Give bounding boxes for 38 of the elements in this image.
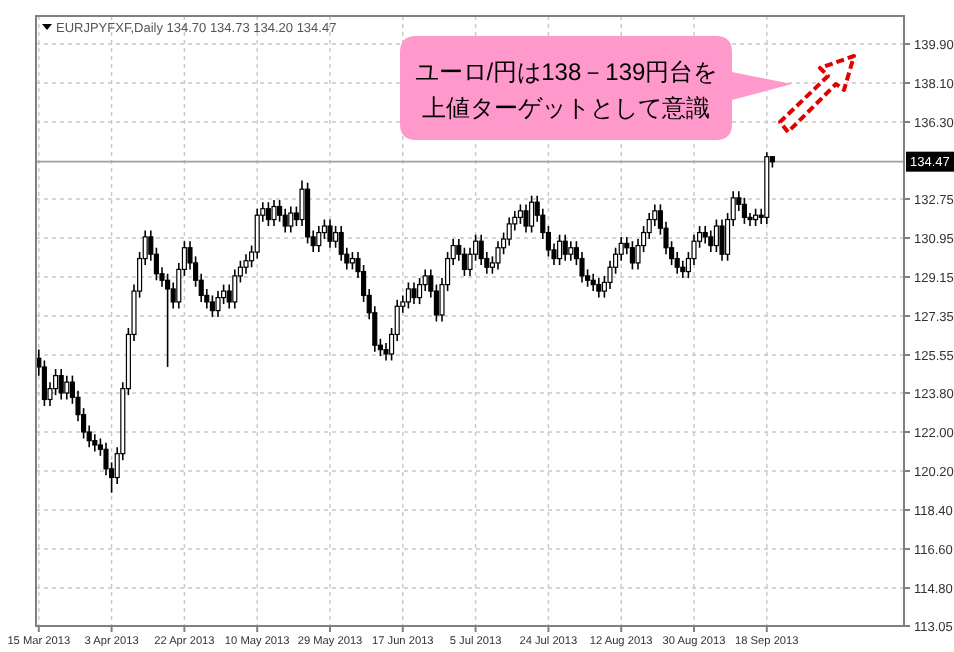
candlestick [232,268,238,310]
candlestick [495,240,501,271]
candlestick [305,181,311,245]
candlestick [506,216,512,247]
candlestick [741,197,747,225]
candlestick [265,201,271,227]
candlestick [333,225,339,249]
candlestick [327,218,333,249]
candlestick [338,225,344,262]
candlestick [562,233,568,262]
candlestick [64,374,70,401]
candlestick [209,294,215,318]
candlestick [478,233,484,266]
candlestick [271,199,277,227]
candlestick [568,240,574,262]
candlestick [529,194,535,234]
candlestick [557,233,563,266]
candlestick [405,281,411,310]
candlestick [517,203,523,225]
candlestick [165,272,171,368]
candlestick [226,283,232,310]
annotation: ユーロ/円は138－139円台を上値ターゲットとして意識 [414,58,718,122]
candlestick [243,253,249,275]
candlestick [708,229,714,253]
candlestick [282,207,288,234]
candlestick [58,368,64,401]
candlestick [316,225,322,253]
candlestick [288,205,294,234]
candlestick [254,207,260,260]
candlestick [417,277,423,305]
candlestick [411,281,417,305]
candlestick [461,246,467,277]
candlestick [719,218,725,262]
candlestick [215,290,221,318]
candlestick [596,277,602,299]
candlestick [713,218,719,253]
candlestick [523,203,529,234]
candlestick [629,240,635,271]
